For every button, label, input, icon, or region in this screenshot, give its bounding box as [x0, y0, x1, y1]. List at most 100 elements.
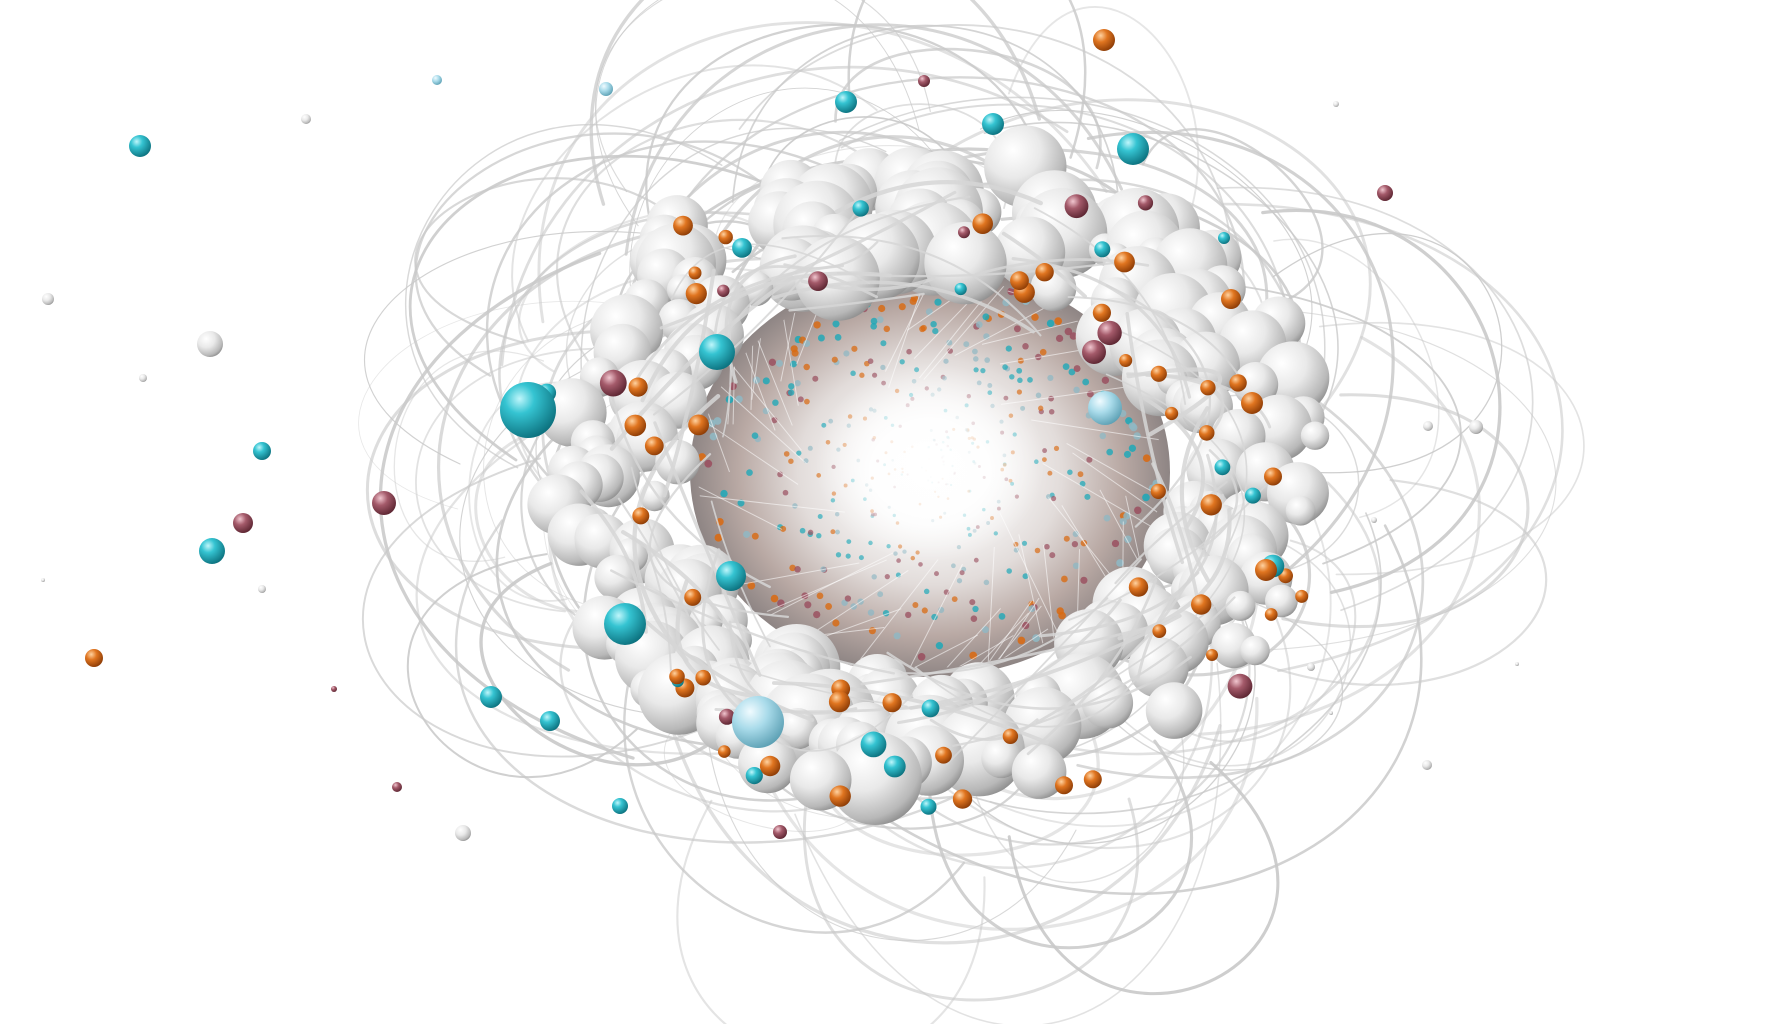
orange-bead — [1150, 483, 1166, 499]
floating-teal-sphere — [253, 442, 271, 460]
wire-loop — [1159, 279, 1462, 565]
white-sphere — [1145, 682, 1203, 739]
wire-loop — [705, 724, 1077, 942]
tunnel-speck — [790, 345, 798, 353]
wire-loop — [1223, 202, 1564, 673]
tunnel-strand — [707, 374, 807, 464]
tunnel-speck — [1116, 559, 1124, 567]
tunnel-speck — [951, 563, 956, 569]
white-sphere — [828, 731, 922, 826]
tunnel-speck — [803, 339, 811, 348]
tunnel-strand — [755, 552, 894, 624]
tunnel-speck — [969, 599, 976, 606]
tunnel-strand — [722, 353, 802, 451]
floating-white-sphere — [1469, 420, 1483, 434]
tunnel-speck — [804, 398, 810, 405]
tunnel-speck — [1123, 450, 1132, 458]
rose-sphere — [372, 491, 396, 515]
tunnel-speck — [871, 574, 877, 580]
tunnel-speck — [947, 348, 954, 354]
orange-bead — [688, 414, 709, 436]
rose-bead — [808, 271, 828, 291]
tunnel-speck — [951, 596, 958, 603]
tunnel-speck — [816, 533, 822, 539]
floating-white-sphere — [1423, 421, 1433, 431]
tunnel-speck — [972, 348, 978, 355]
floating-pale-sphere — [432, 75, 442, 85]
tunnel-speck — [737, 499, 745, 507]
orange-bead — [1200, 380, 1216, 396]
wire-strand — [1126, 367, 1222, 437]
wire-loop — [1251, 309, 1557, 652]
wire-loop — [414, 132, 774, 377]
tunnel-speck — [878, 304, 886, 313]
tunnel-speck — [884, 573, 890, 580]
tunnel-speck — [1016, 389, 1023, 395]
tunnel-light-glow — [815, 362, 1045, 562]
wire-strand — [909, 614, 1182, 710]
tunnel-speck — [1064, 327, 1073, 336]
wire-strand — [653, 421, 762, 677]
white-sphere — [1300, 421, 1330, 450]
tunnel-strand — [902, 563, 963, 668]
wire-strand — [723, 195, 971, 338]
wire-loop — [555, 118, 920, 369]
white-sphere — [1225, 590, 1256, 621]
wire-strand — [1151, 462, 1200, 601]
tunnel-speck — [851, 345, 858, 352]
rose-bead — [718, 708, 735, 725]
tunnel-speck — [917, 652, 926, 661]
wire-strand — [1035, 493, 1225, 724]
wire-loop — [834, 47, 1102, 170]
tunnel-speck — [1022, 343, 1029, 350]
floating-white-sphere — [1515, 662, 1519, 666]
tunnel-speck — [751, 532, 759, 540]
pale-sphere — [732, 696, 784, 748]
white-sphere — [1285, 495, 1316, 526]
wire-strand — [722, 306, 732, 438]
tunnel-speck — [1039, 348, 1047, 356]
tunnel-speck — [858, 555, 864, 561]
tunnel-speck — [835, 529, 840, 535]
tunnel-speck — [743, 530, 751, 538]
tunnel-speck — [1062, 363, 1070, 370]
teal-sphere — [716, 561, 746, 591]
tunnel-speck — [816, 592, 824, 600]
tunnel-speck — [762, 377, 770, 385]
orange-bead — [718, 745, 731, 758]
tunnel-speck — [1034, 547, 1041, 554]
rose-bead — [1064, 194, 1089, 219]
tunnel-speck — [1099, 432, 1107, 440]
tunnel-speck — [877, 591, 884, 598]
floating-rose-sphere — [331, 686, 337, 692]
tunnel-strand — [698, 493, 845, 513]
wire-loop — [1086, 130, 1395, 601]
tunnel-speck — [803, 363, 810, 371]
tunnel-speck — [946, 339, 953, 346]
tunnel-speck — [1086, 456, 1093, 463]
tunnel-speck — [1049, 552, 1056, 559]
wire-loop — [366, 329, 618, 651]
wire-strand — [1057, 592, 1232, 712]
tunnel-speck — [1073, 386, 1080, 394]
tunnel-speck — [789, 564, 796, 572]
tunnel-speck — [794, 380, 801, 387]
wire-loop — [595, 0, 920, 227]
wire-loop — [1122, 531, 1352, 767]
wire-loop — [589, 0, 1041, 206]
wire-loop — [393, 350, 545, 562]
wire-loop — [454, 519, 980, 844]
tunnel-speck — [830, 529, 836, 535]
rose-bead — [958, 226, 970, 239]
tunnel-speck — [980, 367, 986, 374]
tunnel-speck — [883, 325, 891, 333]
tunnel-speck — [813, 321, 821, 329]
tunnel-speck — [1048, 395, 1054, 402]
white-sphere — [1011, 744, 1067, 799]
wire-strand — [788, 292, 925, 312]
tunnel-speck — [834, 334, 842, 341]
tunnel-speck — [1128, 444, 1137, 452]
tunnel-speck — [870, 317, 878, 325]
tunnel-speck — [735, 395, 743, 403]
